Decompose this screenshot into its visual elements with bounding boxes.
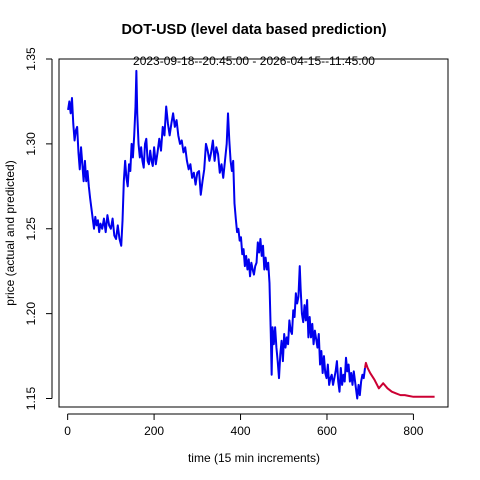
chart-subtitle: 2023-09-18--20:45:00 - 2026-04-15--11:45… [133,54,375,68]
y-tick-label: 1.30 [24,132,38,156]
x-axis-label: time (15 min increments) [188,451,320,465]
y-tick-label: 1.25 [24,217,38,241]
x-tick-label: 200 [144,424,164,438]
series-layer [67,69,435,400]
y-axis-label: price (actual and predicted) [3,160,17,305]
x-tick-label: 0 [64,424,71,438]
x-tick-label: 600 [317,424,337,438]
x-axis: 0 200 400 600 800 [64,413,424,438]
x-tick-label: 800 [403,424,423,438]
y-tick-label: 1.15 [24,387,38,411]
y-tick-label: 1.35 [24,47,38,71]
actual-price-line [67,69,367,400]
predicted-price-line [364,361,435,398]
y-tick-label: 1.20 [24,302,38,326]
chart-title: DOT-USD (level data based prediction) [121,22,386,38]
y-axis: 1.15 1.20 1.25 1.30 1.35 [24,47,53,411]
x-tick-label: 400 [231,424,251,438]
plot-frame [58,58,449,408]
